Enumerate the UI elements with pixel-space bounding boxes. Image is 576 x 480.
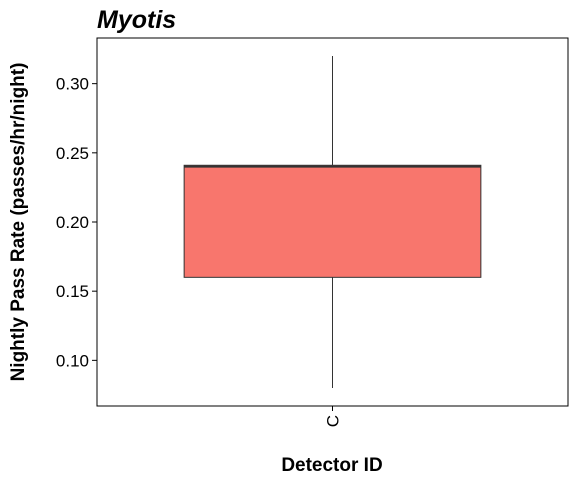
- y-tick-label: 0.10: [56, 351, 89, 370]
- x-tick-label: C: [324, 415, 343, 427]
- y-axis: 0.10 0.15 0.20 0.25 0.30: [56, 75, 97, 371]
- x-axis: C: [324, 406, 343, 427]
- chart-title: Myotis: [97, 6, 176, 34]
- y-tick-label: 0.15: [56, 282, 89, 301]
- y-tick-label: 0.20: [56, 213, 89, 232]
- y-tick-label: 0.30: [56, 75, 89, 94]
- y-tick-label: 0.25: [56, 144, 89, 163]
- x-axis-title: Detector ID: [281, 455, 382, 476]
- box-body: [184, 165, 481, 277]
- y-axis-title: Nightly Pass Rate (passes/hr/night): [8, 63, 29, 382]
